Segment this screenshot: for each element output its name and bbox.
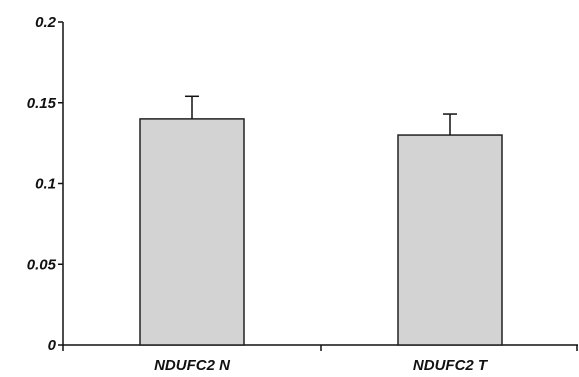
bar-1 (139, 118, 245, 346)
x-category-label: NDUFC2 T (413, 357, 489, 374)
y-tick-label: 0 (48, 337, 57, 354)
bar-2 (397, 134, 503, 346)
y-tick-label: 0.2 (35, 14, 57, 31)
x-axis: NDUFC2 N NDUFC2 T (62, 344, 578, 374)
bars (139, 95, 503, 346)
y-tick-label: 0.15 (27, 95, 57, 112)
y-tick-label: 0.05 (27, 256, 57, 273)
y-axis: 0 0.05 0.1 0.15 0.2 (27, 14, 64, 354)
y-tick-label: 0.1 (35, 176, 56, 193)
x-category-label: NDUFC2 N (154, 357, 231, 374)
